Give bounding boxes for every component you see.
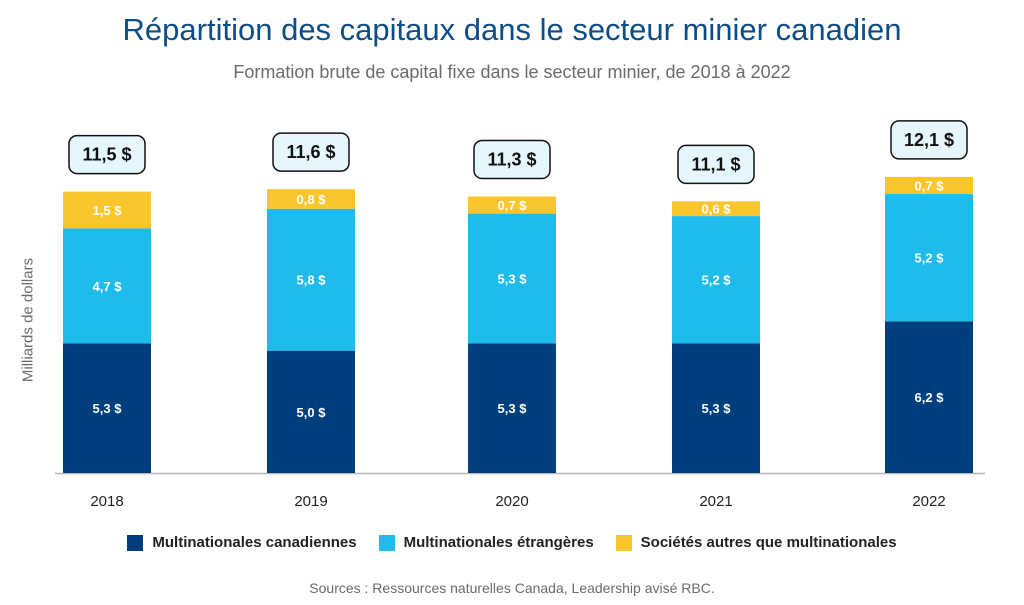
bar-segment-other-2018	[63, 191, 151, 229]
data-label-canadian-2021: 5,3 $	[702, 401, 732, 416]
bar-segment-foreign-2020	[468, 213, 556, 344]
data-label-foreign-2018: 4,7 $	[93, 279, 123, 294]
bar-segment-canadian-2020	[468, 343, 556, 473]
stacked-bar-chart: 5,3 $ 4,7 $ 1,5 $ 11,5 $ 2018 5,0 $ 5,8 $ 0,8 $…	[55, 120, 985, 510]
x-tick-label-2020: 2020	[495, 493, 528, 510]
data-label-foreign-2021: 5,2 $	[702, 273, 732, 288]
total-label-2021: 11,1 $	[691, 154, 740, 174]
legend-label-canadian: Multinationales canadiennes	[152, 534, 357, 551]
bar-segment-other-2021	[672, 201, 760, 217]
total-box-2022	[890, 120, 968, 160]
bar-segment-other-2020	[468, 196, 556, 214]
chart-title: Répartition des capitaux dans le secteur…	[122, 12, 902, 47]
data-label-foreign-2022: 5,2 $	[915, 251, 945, 266]
data-label-foreign-2019: 5,8 $	[297, 273, 327, 288]
total-label-2020: 11,3 $	[487, 149, 536, 169]
bar-segment-canadian-2022	[885, 321, 973, 473]
data-label-canadian-2022: 6,2 $	[915, 390, 945, 405]
bar-segment-foreign-2022	[885, 194, 973, 322]
total-box-2018	[68, 134, 146, 175]
data-label-foreign-2020: 5,3 $	[498, 271, 528, 286]
data-label-other-2022: 0,7 $	[915, 178, 945, 193]
legend-label-other: Sociétés autres que multinationales	[640, 534, 897, 551]
bar-segment-canadian-2018	[63, 343, 151, 473]
bar-segment-foreign-2018	[63, 228, 151, 344]
total-box-2020	[473, 139, 551, 180]
data-label-other-2021: 0,6 $	[702, 202, 732, 217]
bar-segment-foreign-2019	[267, 208, 355, 351]
source-note: Sources : Ressources naturelles Canada, …	[309, 580, 715, 596]
legend-swatch-foreign	[378, 534, 395, 551]
legend: Multinationales canadiennes Multinationa…	[0, 534, 1024, 551]
total-label-2022: 12,1 $	[904, 130, 954, 150]
data-label-other-2020: 0,7 $	[498, 198, 528, 213]
data-label-other-2019: 0,8 $	[297, 192, 327, 207]
legend-item-foreign: Multinationales étrangères	[378, 534, 594, 551]
total-label-2018: 11,5 $	[82, 145, 131, 165]
total-box-2019	[272, 132, 350, 172]
data-label-other-2018: 1,5 $	[93, 203, 123, 218]
bar-segment-foreign-2021	[672, 216, 760, 344]
data-label-canadian-2018: 5,3 $	[93, 401, 123, 416]
legend-swatch-canadian	[127, 534, 144, 551]
total-box-2021	[677, 144, 755, 185]
legend-item-canadian: Multinationales canadiennes	[127, 534, 357, 551]
bar-segment-canadian-2021	[672, 343, 760, 473]
bar-segment-canadian-2019	[267, 350, 355, 473]
data-label-canadian-2020: 5,3 $	[498, 401, 528, 416]
bar-segment-other-2019	[267, 189, 355, 209]
bar-segment-other-2022	[885, 176, 973, 195]
legend-item-other: Sociétés autres que multinationales	[615, 534, 897, 551]
x-tick-label-2019: 2019	[294, 493, 327, 510]
x-tick-label-2021: 2021	[699, 493, 732, 510]
legend-swatch-other	[615, 534, 632, 551]
data-label-canadian-2019: 5,0 $	[297, 405, 327, 420]
x-tick-label-2018: 2018	[90, 493, 123, 510]
legend-label-foreign: Multinationales étrangères	[403, 534, 594, 551]
x-tick-label-2022: 2022	[912, 493, 945, 510]
chart-subtitle: Formation brute de capital fixe dans le …	[233, 62, 791, 82]
total-label-2019: 11,6 $	[286, 142, 335, 162]
